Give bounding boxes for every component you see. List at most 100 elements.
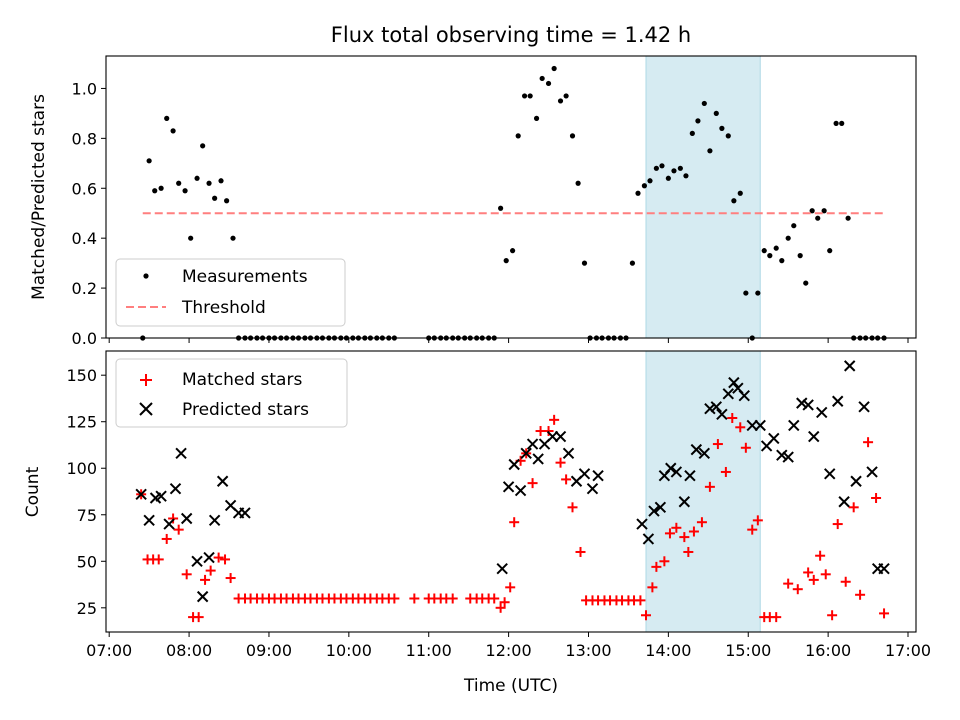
measurement-point	[158, 185, 164, 191]
matched-star-point	[820, 569, 831, 580]
predicted-star-point	[636, 518, 648, 530]
predicted-star-point	[642, 533, 655, 545]
predicted-star-point	[754, 419, 766, 432]
matched-star-point	[679, 532, 690, 543]
measurement-point	[737, 190, 743, 196]
matched-star-point	[720, 466, 731, 477]
matched-star-point	[200, 574, 211, 585]
measurement-point	[194, 175, 200, 181]
predicted-star-point	[508, 458, 520, 471]
xtick-label: 15:00	[725, 641, 771, 660]
measurement-point	[719, 125, 725, 131]
measurement-point	[713, 110, 719, 116]
top-ytick-label: 1.0	[72, 79, 97, 98]
matched-star-point	[499, 597, 510, 608]
predicted-star-point	[502, 481, 515, 493]
top-ytick-label: 0.2	[72, 279, 97, 298]
matched-star-point	[549, 414, 560, 425]
measurement-point	[707, 148, 713, 154]
predicted-star-point	[180, 512, 193, 525]
bottom-x-ticks: 07:00 08:00 09:00 10:00 11:00 12:00 13:00 14:00…	[86, 632, 931, 660]
matched-star-point	[651, 561, 662, 572]
measurement-point	[539, 75, 545, 82]
matched-star-point	[567, 502, 578, 513]
xtick-label: 14:00	[645, 641, 691, 660]
matched-star-point	[879, 608, 890, 619]
measurement-point	[569, 133, 576, 139]
measurement-point	[545, 80, 552, 87]
matched-star-point	[447, 593, 458, 604]
matched-star-point	[561, 474, 572, 485]
measurement-point	[641, 183, 648, 189]
predicted-star-point	[684, 469, 696, 482]
xtick-label: 13:00	[565, 641, 611, 660]
top-ytick-label: 0.0	[72, 329, 97, 348]
predicted-star-point	[878, 563, 890, 575]
predicted-star-point	[163, 518, 175, 530]
measurement-point	[218, 178, 224, 184]
top-ytick-label: 0.4	[72, 229, 97, 248]
predicted-star-point	[196, 590, 209, 603]
matched-star-point	[647, 582, 658, 593]
measurement-point	[176, 180, 182, 186]
measurement-point	[206, 180, 212, 186]
bot-ytick-label: 125	[66, 413, 97, 432]
matched-star-point	[389, 593, 400, 604]
predicted-star-point	[796, 397, 808, 409]
measurement-point	[725, 133, 731, 139]
predicted-star-point	[782, 451, 794, 463]
predicted-star-point	[216, 475, 229, 487]
predicted-star-point	[514, 484, 527, 497]
matched-star-point	[871, 493, 882, 504]
predicted-star-point	[203, 551, 215, 564]
measurement-point	[677, 165, 683, 171]
measurement-point	[833, 120, 839, 126]
xtick-label: 17:00	[885, 641, 931, 660]
matched-star-point	[808, 574, 819, 585]
measurement-point	[701, 100, 707, 107]
measurement-point	[164, 115, 170, 121]
legend-predicted-label: Predicted stars	[182, 400, 309, 420]
predicted-star-point	[665, 462, 677, 474]
predicted-star-point	[648, 505, 660, 517]
measurement-point	[839, 120, 845, 126]
predicted-star-point	[698, 447, 711, 460]
matched-star-point	[840, 576, 851, 587]
predicted-star-point	[776, 449, 788, 461]
predicted-star-point	[858, 401, 870, 413]
matched-star-point	[409, 593, 420, 604]
measurement-point	[152, 188, 158, 194]
predicted-star-point	[866, 466, 878, 478]
measurement-point	[509, 248, 516, 254]
bot-ytick-label: 25	[77, 599, 97, 618]
bot-ytick-label: 50	[77, 552, 97, 571]
matched-star-point	[712, 439, 723, 450]
bottom-panel: 25 50 75 100 125 150 07:00 08:00 09:00 10:00 11:0…	[23, 350, 931, 696]
matched-star-point	[688, 526, 699, 537]
matched-star-point	[771, 612, 782, 623]
predicted-star-point	[716, 408, 728, 420]
measurement-point	[188, 235, 194, 241]
measurement-point	[503, 258, 509, 264]
measurement-point	[563, 93, 569, 99]
legend-measurements-label: Measurements	[182, 267, 308, 287]
measurement-point	[803, 280, 809, 286]
predicted-star-point	[175, 447, 187, 460]
measurement-point	[845, 215, 851, 221]
matched-star-point	[635, 595, 646, 606]
measurement-point	[629, 260, 636, 266]
measurement-point	[653, 165, 659, 171]
top-legend: Measurements Threshold	[115, 258, 346, 327]
matched-star-point	[815, 550, 826, 561]
top-highlight-span	[645, 55, 761, 339]
matched-star-point	[832, 519, 843, 530]
predicted-star-point	[562, 447, 575, 460]
predicted-star-point	[850, 475, 862, 487]
measurement-point	[200, 143, 206, 149]
legend-matched-marker	[140, 374, 152, 386]
predicted-star-point	[690, 443, 703, 456]
matched-star-point	[153, 554, 164, 565]
xtick-label: 16:00	[805, 641, 851, 660]
predicted-star-point	[788, 419, 800, 432]
